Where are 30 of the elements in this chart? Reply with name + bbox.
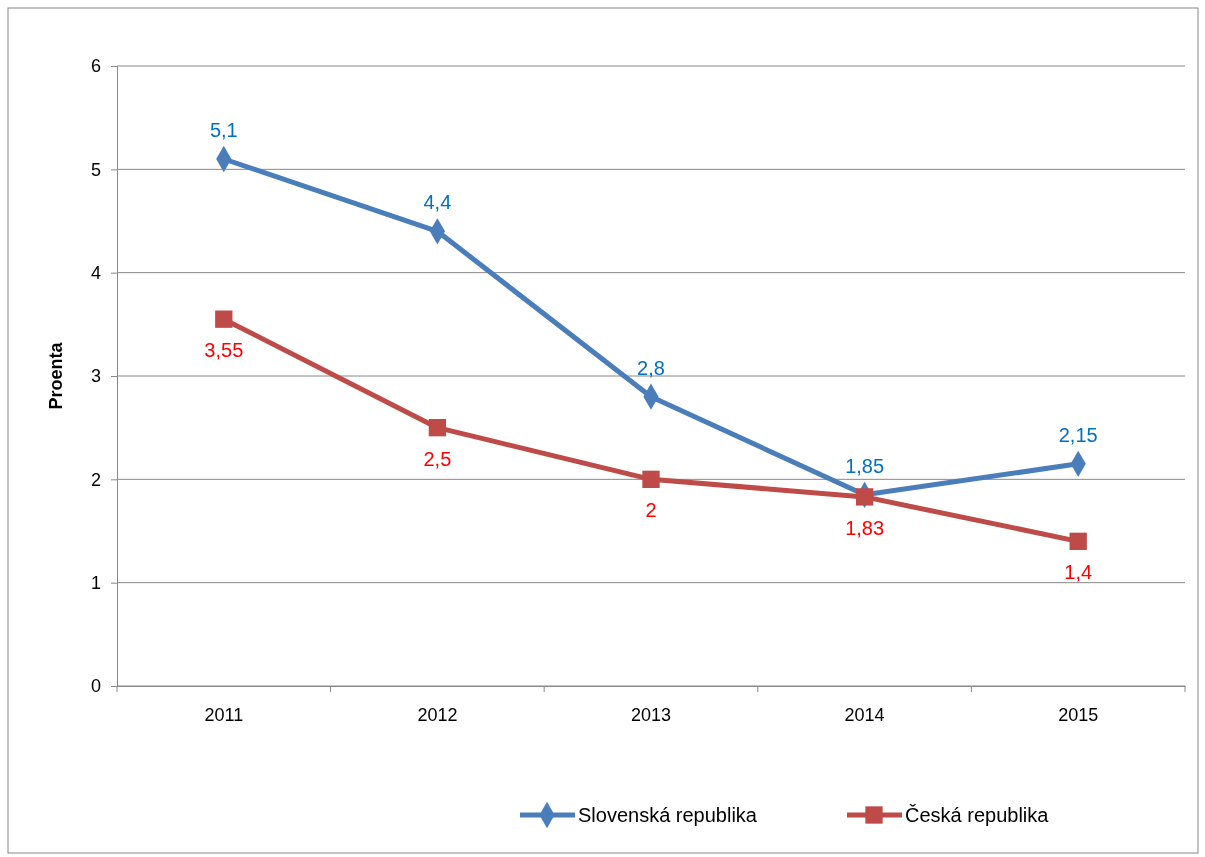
- x-tick-label: 2015: [1058, 704, 1099, 725]
- point: [1069, 532, 1087, 550]
- y-tick-label: 4: [90, 262, 101, 283]
- y-tick-label: 5: [90, 159, 101, 180]
- x-tick-label: 2011: [204, 704, 244, 725]
- data-label: 5,1: [209, 119, 238, 141]
- y-axis-title: Proenta: [46, 341, 66, 410]
- y-tick-label: 2: [90, 469, 101, 490]
- y-tick-label: 3: [90, 366, 101, 387]
- data-label: 2,15: [1058, 423, 1098, 446]
- point: [642, 470, 660, 488]
- data-label: 2: [645, 499, 657, 522]
- point: [855, 488, 874, 506]
- data-label: 1,83: [845, 516, 885, 539]
- y-tick-label: 1: [90, 572, 101, 593]
- data-label: 3,55: [204, 339, 244, 362]
- y-tick-label: 6: [90, 56, 101, 77]
- legend-label: Česká republika: [905, 804, 1050, 826]
- x-tick-label: 2013: [630, 704, 672, 725]
- x-tick-label: 2012: [417, 704, 458, 725]
- point: [428, 419, 447, 437]
- data-label: 2,8: [637, 356, 665, 379]
- data-label: 2,5: [423, 447, 452, 470]
- data-label: 1,85: [845, 454, 885, 477]
- y-tick-label: 0: [90, 676, 101, 697]
- legend-label: Slovenská republika: [578, 804, 758, 826]
- x-tick-label: 2014: [844, 704, 885, 725]
- data-label: 4,4: [423, 191, 452, 214]
- point: [215, 310, 233, 328]
- data-label: 1,4: [1064, 561, 1093, 584]
